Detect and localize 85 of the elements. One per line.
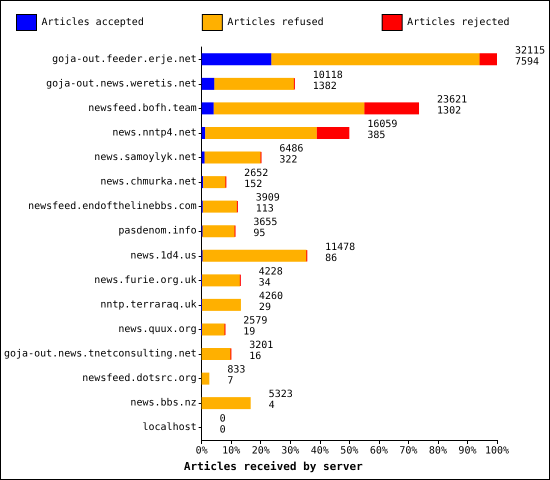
bar — [202, 200, 238, 213]
bar — [202, 298, 241, 311]
x-tick-label: 30% — [281, 446, 300, 456]
legend-label: Articles accepted — [42, 17, 144, 28]
y-tick-label: news.samoylyk.net — [94, 152, 197, 164]
annotation: 29 — [258, 302, 271, 313]
bar — [203, 176, 226, 188]
annotation: 6486 — [279, 144, 304, 155]
annotation: 0 — [220, 414, 226, 425]
annotation: 152 — [244, 179, 262, 190]
bar — [202, 102, 214, 114]
bar — [364, 102, 420, 114]
annotation: 95 — [253, 228, 266, 240]
annotation: 3909 — [256, 192, 280, 204]
annotation: 385 — [367, 130, 386, 141]
y-tick-label: news.1d4.us — [130, 250, 197, 262]
annotation: 32115 — [515, 45, 546, 56]
bar — [202, 225, 235, 238]
bar — [202, 274, 240, 286]
y-tick-label: goja-out.news.weretis.net — [46, 78, 197, 90]
annotation: 7 — [227, 376, 234, 387]
y-tick-label: newsfeed.dotsrc.org — [82, 373, 197, 384]
bar — [202, 78, 214, 90]
annotation: 1382 — [312, 80, 337, 92]
bar — [202, 397, 251, 410]
bar — [202, 250, 307, 262]
bar — [204, 152, 261, 164]
y-tick-label: news.quux.org — [118, 324, 197, 335]
annotation: 16 — [249, 351, 262, 362]
bar — [202, 372, 210, 385]
annotation: 5323 — [268, 389, 293, 400]
bar — [214, 78, 294, 90]
x-tick-label: 10% — [222, 446, 240, 456]
annotation: 23621 — [437, 94, 468, 106]
annotation: 3201 — [249, 340, 274, 352]
annotation: 4 — [268, 400, 275, 412]
annotation: 833 — [227, 364, 246, 376]
y-tick-label: goja-out.feeder.erje.net — [52, 54, 197, 65]
annotation: 113 — [256, 204, 274, 215]
y-tick-label: newsfeed.bofh.team — [88, 102, 197, 114]
x-tick-label: 90% — [458, 446, 476, 456]
annotation: 34 — [258, 277, 271, 288]
x-tick-label: 80% — [428, 446, 447, 456]
x-tick-label: 100% — [484, 446, 510, 456]
bar — [202, 348, 231, 360]
y-tick-label: localhost — [142, 422, 197, 434]
x-tick-label: 40% — [310, 446, 329, 456]
x-tick-label: 0% — [196, 446, 208, 456]
annotation: 0 — [220, 424, 226, 436]
bar — [316, 126, 350, 139]
y-tick-label: news.bbs.nz — [130, 398, 197, 409]
annotation: 2579 — [243, 315, 268, 326]
bar — [480, 53, 497, 66]
annotation: 11478 — [325, 242, 356, 253]
y-tick-label: news.nntp4.net — [112, 127, 197, 138]
y-tick-label: news.chmurka.net — [100, 176, 197, 188]
bar — [202, 53, 272, 66]
bar — [202, 323, 225, 336]
bar — [214, 102, 364, 114]
x-tick-label: 70% — [399, 446, 418, 456]
y-tick-label: newsfeed.endofthelinebbs.com — [28, 201, 197, 212]
y-tick-label: goja-out.news.tnetconsulting.net — [4, 348, 197, 360]
annotation: 3655 — [253, 217, 278, 228]
bar — [205, 126, 317, 139]
annotation: 7594 — [515, 56, 540, 68]
bar — [202, 126, 206, 139]
x-axis-title: Articles received by server — [184, 460, 364, 473]
legend-label: Articles refused — [227, 17, 324, 28]
annotation: 4260 — [258, 290, 284, 302]
annotation: 1302 — [437, 105, 462, 116]
bar — [271, 53, 480, 66]
annotation: 2652 — [244, 168, 268, 180]
x-tick-label: 60% — [370, 446, 388, 456]
annotation: 10118 — [312, 70, 343, 81]
y-tick-label: pasdenom.info — [118, 226, 197, 237]
y-tick-label: news.furie.org.uk — [94, 274, 197, 286]
annotation: 86 — [325, 252, 338, 264]
y-tick-label: nntp.terraraq.uk — [100, 299, 197, 310]
x-tick-label: 50% — [340, 446, 358, 456]
annotation: 19 — [243, 326, 256, 338]
legend-label: Articles rejected — [407, 17, 510, 28]
annotation: 322 — [279, 154, 298, 166]
annotation: 16059 — [367, 118, 398, 130]
x-tick-label: 20% — [252, 446, 270, 456]
annotation: 4228 — [258, 266, 283, 278]
